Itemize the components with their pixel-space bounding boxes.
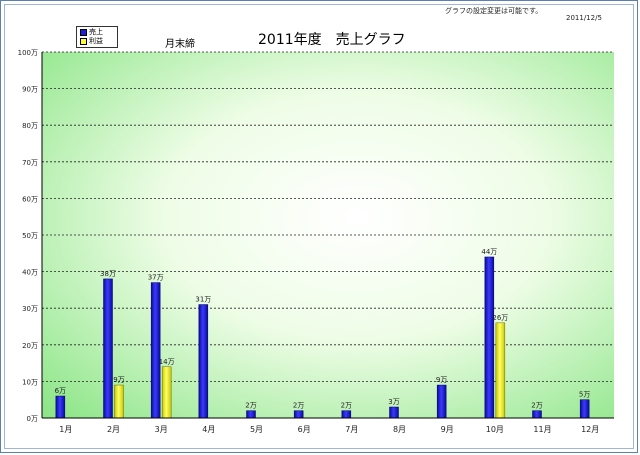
x-tick-label: 3月 [155,425,168,434]
x-tick-label: 6月 [298,425,311,434]
bar-profit [114,384,124,419]
data-label: 2万 [293,402,304,410]
x-tick-label: 10月 [486,425,504,434]
bar-sales [389,406,399,419]
y-tick-label: 20万 [22,342,38,350]
y-tick-label: 10万 [22,378,38,386]
bar-sales [532,410,542,419]
legend-swatch-sales [80,28,87,36]
y-tick-label: 0万 [27,415,38,423]
chart-title: 2011年度 売上グラフ [258,32,406,48]
bar-sales [436,384,447,419]
y-tick-label: 60万 [22,195,38,203]
data-label: 14万 [159,358,175,366]
x-tick-label: 4月 [202,425,215,434]
data-label: 6万 [55,387,66,395]
gridlines [42,51,614,382]
bar-sales [579,399,590,419]
y-tick-label: 30万 [22,305,38,313]
x-tick-label: 2月 [107,425,120,434]
bar-sales [293,410,304,419]
data-label: 37万 [148,274,164,282]
legend: 売上 利益 [76,26,118,48]
data-label: 2万 [531,402,542,410]
y-tick-label: 90万 [22,86,38,94]
data-label: 3万 [388,398,399,406]
y-tick-label: 100万 [18,49,38,57]
bar-sales [55,395,66,419]
data-label: 26万 [492,314,508,322]
bar-sales [198,304,209,419]
legend-item-profit: 利益 [80,37,103,46]
x-tick-label: 7月 [345,425,358,434]
y-tick-label: 50万 [22,232,38,240]
bar-profit [161,366,172,419]
x-tick-label: 5月 [250,425,263,434]
legend-label-profit: 利益 [89,37,103,45]
data-label: 2万 [341,402,352,410]
x-tick-label: 8月 [393,425,406,434]
y-tick-label: 70万 [22,159,38,167]
legend-label-sales: 売上 [89,28,103,36]
chart-subtitle: 月末締 [165,39,195,50]
bar-sales [150,282,161,419]
bars [55,256,590,419]
x-tick-label: 11月 [533,425,551,434]
bar-sales [341,410,352,419]
data-label: 2万 [245,402,256,410]
data-label: 9万 [436,376,447,384]
bar-sales [103,278,113,419]
y-tick-label: 80万 [22,122,38,130]
data-label: 9万 [113,376,124,384]
data-label: 44万 [481,248,497,256]
bar-profit [495,322,506,419]
data-label: 38万 [100,270,116,278]
bar-sales [484,256,495,419]
date-stamp: 2011/12/5 [566,14,602,22]
legend-swatch-profit [80,37,87,45]
chart-frame-inner [4,4,634,449]
data-label: 31万 [195,296,211,304]
bar-sales [246,410,256,419]
data-label: 5万 [579,391,590,399]
x-tick-label: 9月 [441,425,454,434]
legend-item-sales: 売上 [80,28,103,37]
x-tick-label: 1月 [59,425,72,434]
labels: 0万 10万 20万 30万 40万 50万 60万 70万 80万 90万 100万 1月 6万 2月 3… [18,49,600,434]
x-tick-label: 12月 [581,425,599,434]
settings-note: グラフの設定変更は可能です。 [445,7,543,15]
axes [41,52,614,419]
y-tick-label: 40万 [22,269,38,277]
